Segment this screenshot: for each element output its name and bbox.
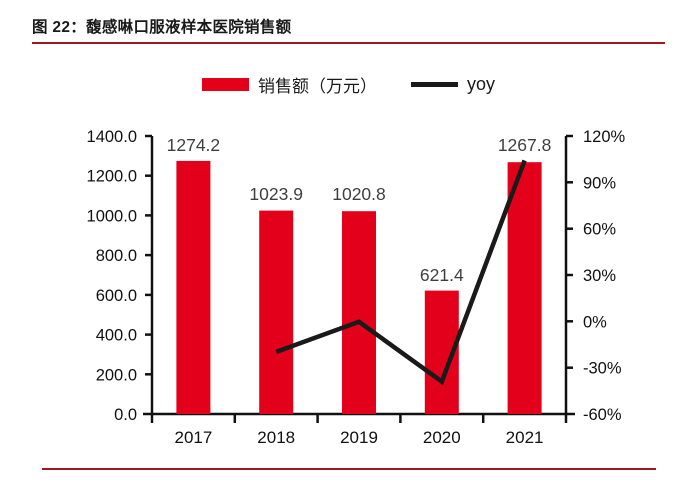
- y-axis-left-ticks: [143, 134, 152, 416]
- x-axis-tick-label: 2017: [174, 428, 212, 447]
- y-axis-right-ticks: [566, 134, 575, 416]
- legend-item-sales[interactable]: 销售额（万元）: [201, 72, 377, 97]
- y-axis-left-tick-label: 400.0: [96, 327, 137, 345]
- title-divider: [32, 42, 665, 44]
- y-axis-left-tick-label: 600.0: [96, 287, 137, 305]
- bar-data-label-2019: 1020.8: [332, 184, 386, 204]
- legend-item-label: 销售额（万元）: [257, 77, 377, 96]
- y-axis-left-tick-label: 0.0: [114, 406, 137, 424]
- y-axis-right-tick-label: -30%: [583, 360, 622, 378]
- y-axis-right-tick-label: 30%: [583, 267, 616, 285]
- legend-bar-swatch-icon: [201, 78, 249, 91]
- chart-legend: 销售额（万元） yoy: [0, 72, 697, 97]
- y-axis-right-tick-label: 0%: [583, 313, 607, 331]
- bar-data-label-2018: 1023.9: [249, 184, 303, 204]
- x-axis-tick-label: 2021: [506, 428, 544, 447]
- bar-2018[interactable]: [259, 210, 294, 414]
- bar-2017[interactable]: [176, 160, 211, 414]
- y-axis-right-tick-label: 90%: [583, 174, 616, 192]
- y-axis-left-tick-label: 1400.0: [87, 128, 137, 146]
- x-axis-tick-label: 2020: [423, 428, 461, 447]
- page-title: 图 22：馥感啉口服液样本医院销售额: [32, 19, 292, 36]
- bar-data-label-2017: 1274.2: [167, 135, 221, 155]
- legend-item-label: yoy: [466, 74, 495, 94]
- bar-2021[interactable]: [507, 162, 542, 414]
- bar-data-label-2021: 1267.8: [498, 135, 552, 155]
- combo-bar-line-chart: 0.0 200.0 400.0 600.0 800.0 1000.0 1200.…: [87, 128, 626, 447]
- y-axis-right-tick-label: -60%: [583, 406, 622, 424]
- y-axis-right-tick-label: 120%: [583, 128, 626, 146]
- y-axis-left-tick-label: 200.0: [96, 366, 137, 384]
- figure-header: 图 22：馥感啉口服液样本医院销售额: [32, 18, 665, 44]
- legend-item-yoy[interactable]: yoy: [410, 74, 495, 95]
- footer-divider: [42, 468, 656, 470]
- y-axis-left-tick-label: 800.0: [96, 247, 137, 265]
- bar-data-label-2020: 621.4: [420, 265, 464, 285]
- yoy-line-series[interactable]: [275, 159, 527, 386]
- y-axis-left-tick-label: 1200.0: [87, 168, 137, 186]
- x-axis-tick-label: 2019: [340, 428, 378, 447]
- x-axis-tick-label: 2018: [257, 428, 295, 447]
- bar-2019[interactable]: [342, 211, 376, 414]
- x-axis-ticks: [150, 414, 568, 423]
- chart-plot-area: 0.0 200.0 400.0 600.0 800.0 1000.0 1200.…: [0, 118, 697, 448]
- y-axis-right-tick-label: 60%: [583, 221, 616, 239]
- bar-series-sales: [176, 160, 542, 414]
- y-axis-left-tick-label: 1000.0: [87, 207, 137, 225]
- legend-line-swatch-icon: [410, 82, 458, 87]
